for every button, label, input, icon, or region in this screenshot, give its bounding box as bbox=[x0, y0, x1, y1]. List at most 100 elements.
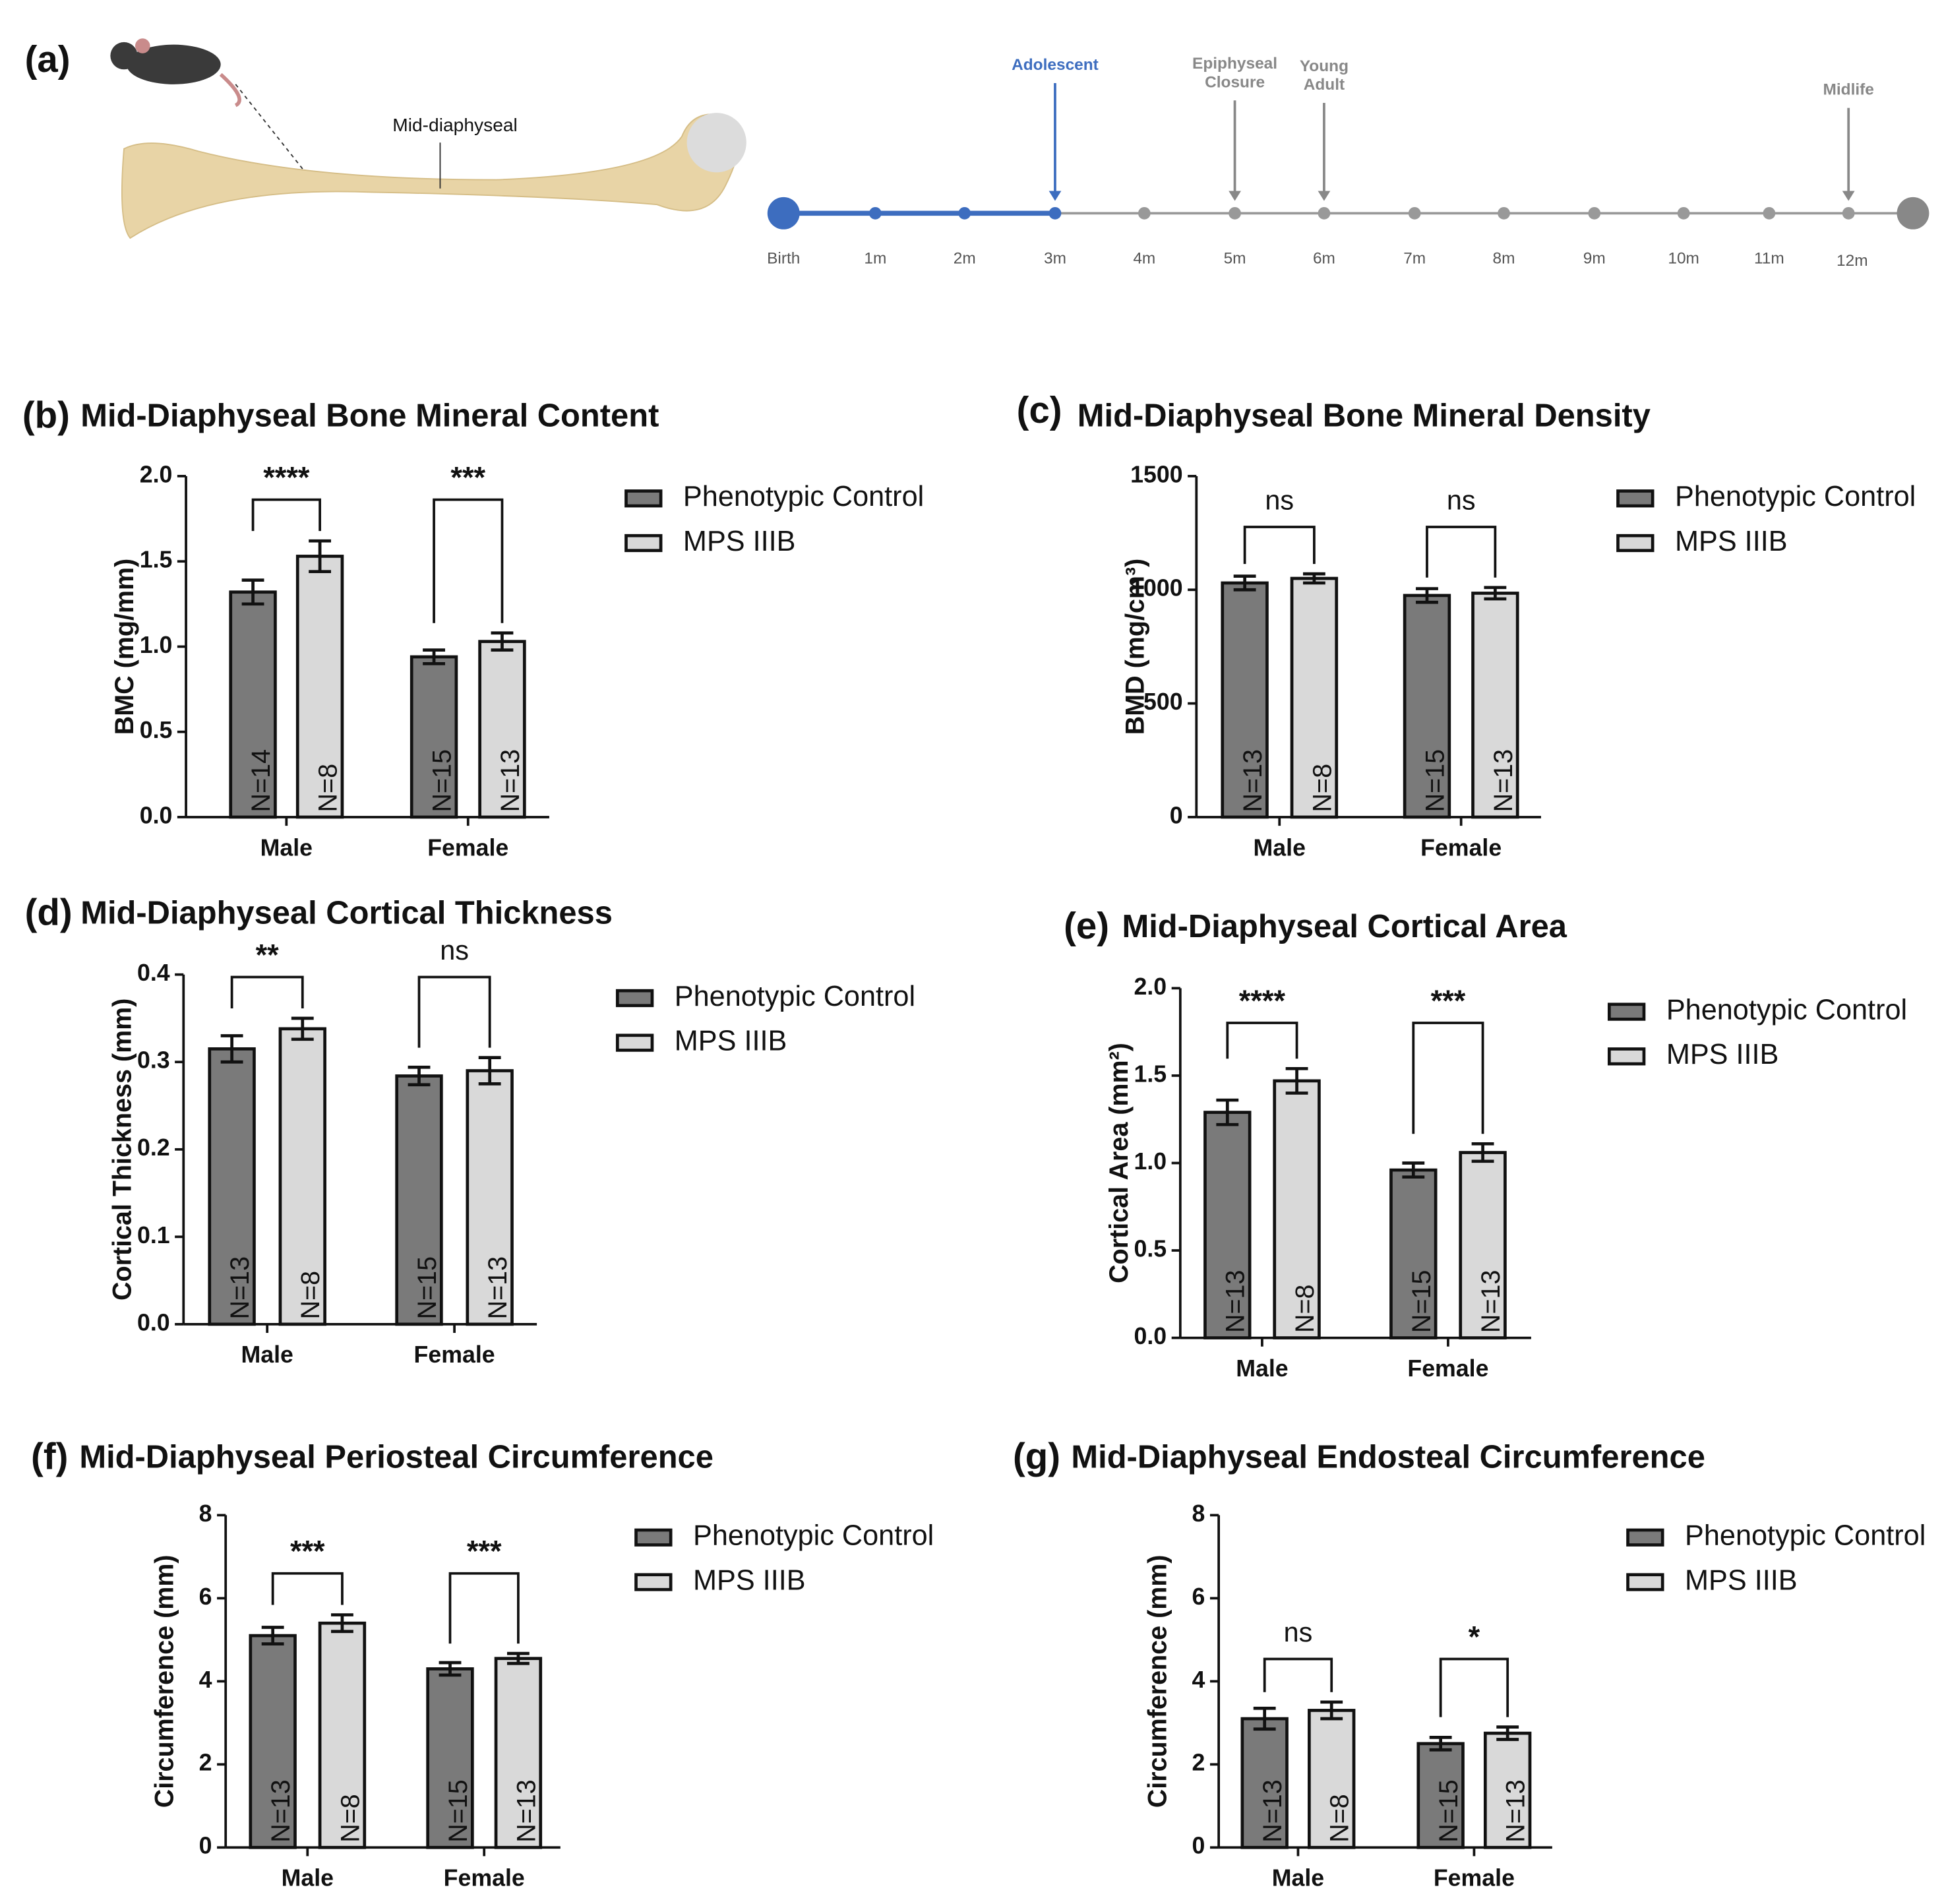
chart-title: Mid-Diaphyseal Cortical Thickness bbox=[80, 895, 613, 931]
y-tick-label: 4 bbox=[1192, 1667, 1205, 1693]
significance-bracket bbox=[433, 498, 504, 623]
y-tick-label: 1500 bbox=[1130, 461, 1182, 487]
significance-bracket bbox=[1426, 526, 1497, 578]
x-tick-label: Female bbox=[427, 834, 508, 861]
mouse-ear bbox=[135, 38, 150, 53]
error-bar bbox=[478, 1056, 501, 1086]
bar bbox=[1221, 581, 1269, 819]
legend-swatch bbox=[634, 1573, 673, 1591]
panel-label: (e) bbox=[1064, 905, 1109, 946]
panel-a-art: (a) Mid-diaphyseal bbox=[25, 38, 746, 239]
legend-swatch bbox=[1607, 1002, 1646, 1021]
legend-swatch bbox=[1616, 489, 1655, 508]
error-bar bbox=[491, 631, 514, 652]
x-tick-label: Male bbox=[1254, 834, 1306, 861]
legend-label: Phenotypic Control bbox=[675, 981, 915, 1012]
legend-swatch bbox=[634, 1528, 673, 1547]
bone-label: Mid-diaphyseal bbox=[392, 114, 518, 135]
timeline-end bbox=[1897, 197, 1929, 230]
timeline-label: 10m bbox=[1668, 249, 1699, 267]
significance-bracket bbox=[1243, 526, 1316, 565]
n-label: N=15 bbox=[1434, 1779, 1463, 1842]
error-bar bbox=[1302, 572, 1325, 585]
y-tick-label: 0.0 bbox=[137, 1309, 170, 1336]
y-tick-label: 0 bbox=[1192, 1833, 1205, 1859]
mouse-body bbox=[126, 44, 221, 84]
bar bbox=[1416, 1742, 1465, 1849]
timeline-dot bbox=[1677, 206, 1690, 220]
y-tick-label: 0.1 bbox=[137, 1222, 170, 1248]
timeline-label: 9m bbox=[1583, 249, 1606, 267]
y-tick-label: 0.0 bbox=[1134, 1323, 1167, 1349]
bar bbox=[395, 1074, 443, 1326]
event-label: Young bbox=[1300, 57, 1349, 75]
chart: (g) Mid-Diaphyseal Endosteal Circumferenc… bbox=[1013, 1436, 1926, 1891]
n-label: N=13 bbox=[1502, 1779, 1531, 1842]
legend-label: MPS IIIB bbox=[693, 1564, 806, 1596]
bar bbox=[1273, 1079, 1321, 1339]
chart-title: Mid-Diaphyseal Periosteal Circumference bbox=[79, 1440, 714, 1475]
y-tick-label: 0.2 bbox=[137, 1134, 170, 1161]
y-tick-label: 1000 bbox=[1130, 575, 1182, 601]
legend-label: MPS IIIB bbox=[675, 1026, 787, 1057]
y-tick-label: 2.0 bbox=[1134, 973, 1167, 1000]
significance-bracket bbox=[1263, 1657, 1333, 1692]
y-tick-label: 0.5 bbox=[1134, 1235, 1167, 1262]
timeline-dot bbox=[1138, 206, 1151, 220]
panel-label: (d) bbox=[25, 891, 73, 933]
x-tick-label: Male bbox=[1272, 1865, 1324, 1891]
significance-label: *** bbox=[450, 461, 485, 495]
legend-swatch bbox=[624, 489, 663, 508]
legend-swatch bbox=[1626, 1528, 1664, 1547]
n-label: N=13 bbox=[266, 1779, 295, 1842]
error-bar bbox=[220, 1034, 243, 1064]
timeline-dot bbox=[1842, 206, 1855, 220]
x-tick-label: Male bbox=[282, 1865, 334, 1891]
significance-bracket bbox=[271, 1572, 344, 1605]
n-label: N=13 bbox=[1221, 1270, 1250, 1333]
timeline-dot bbox=[1408, 206, 1421, 220]
error-bar bbox=[1471, 1142, 1494, 1163]
error-bar bbox=[1320, 1700, 1343, 1721]
timeline-dot bbox=[868, 206, 882, 220]
timeline-label: 4m bbox=[1133, 249, 1155, 267]
n-label: N=8 bbox=[314, 764, 343, 813]
n-label: N=15 bbox=[428, 749, 457, 812]
panel-label: (f) bbox=[31, 1436, 68, 1477]
event-arrowhead bbox=[1229, 191, 1241, 201]
n-label: N=13 bbox=[483, 1256, 512, 1319]
timeline-label: 3m bbox=[1044, 249, 1066, 267]
n-label: N=8 bbox=[336, 1794, 365, 1843]
timeline-dot bbox=[1229, 206, 1241, 220]
y-tick-label: 0 bbox=[1170, 802, 1183, 828]
timeline-label: 7m bbox=[1403, 249, 1426, 267]
timeline-dot bbox=[1498, 206, 1510, 220]
error-bar bbox=[1496, 1725, 1519, 1741]
y-tick-label: 0.4 bbox=[137, 960, 170, 986]
error-bar bbox=[423, 648, 445, 665]
n-label: N=15 bbox=[1420, 749, 1449, 812]
legend-swatch bbox=[1616, 534, 1655, 553]
error-bar bbox=[291, 1016, 314, 1041]
y-tick-label: 0 bbox=[199, 1833, 212, 1859]
y-tick-label: 8 bbox=[199, 1500, 212, 1527]
x-tick-label: Female bbox=[1407, 1355, 1488, 1382]
panel-label: (g) bbox=[1013, 1436, 1060, 1477]
legend-label: Phenotypic Control bbox=[1685, 1520, 1926, 1552]
y-axis-label: Cortical Thickness (mm) bbox=[107, 998, 137, 1301]
significance-label: ns bbox=[1447, 485, 1476, 515]
x-tick-label: Male bbox=[1236, 1355, 1288, 1382]
x-tick-label: Female bbox=[444, 1865, 525, 1891]
n-label: N=13 bbox=[512, 1779, 541, 1842]
legend-label: Phenotypic Control bbox=[1666, 995, 1907, 1026]
x-tick-label: Male bbox=[241, 1341, 293, 1368]
y-tick-label: 6 bbox=[1192, 1583, 1205, 1610]
timeline-dot bbox=[958, 206, 971, 220]
bar bbox=[1483, 1731, 1532, 1849]
legend-swatch bbox=[615, 1033, 654, 1052]
chart: (e) Mid-Diaphyseal Cortical Area Cortical … bbox=[1064, 905, 1907, 1382]
timeline-dot bbox=[1588, 206, 1601, 220]
y-tick-label: 1.5 bbox=[140, 547, 173, 573]
event-label: Midlife bbox=[1823, 81, 1873, 99]
